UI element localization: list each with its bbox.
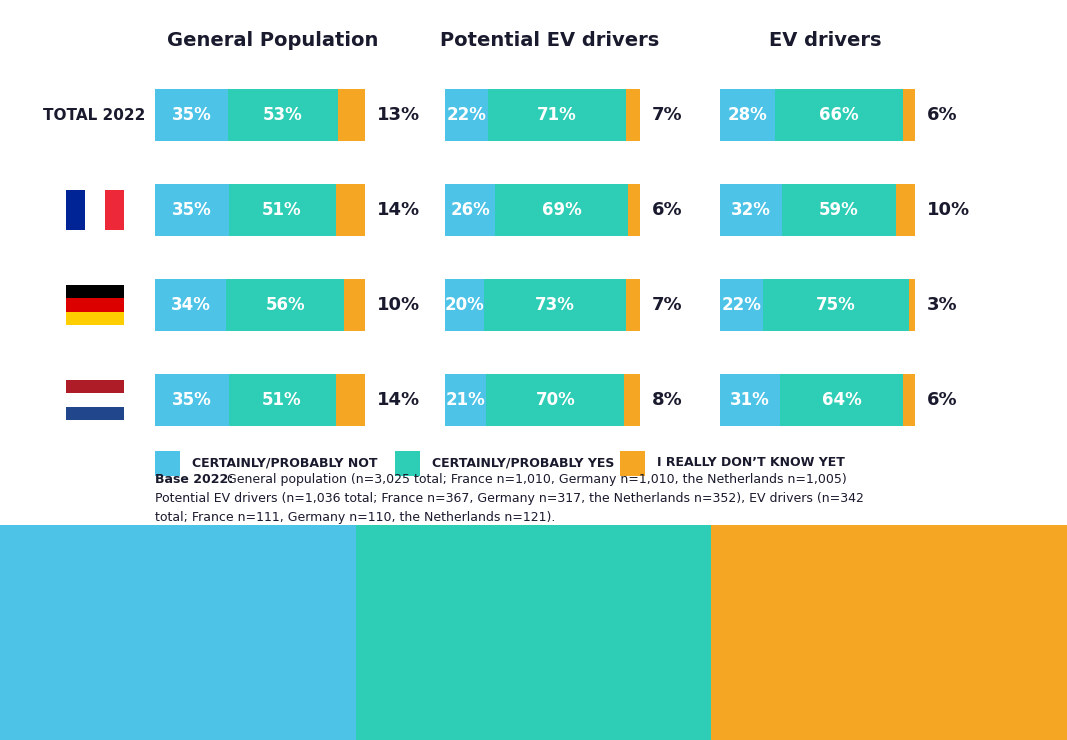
Text: 66%: 66%	[819, 106, 859, 124]
Text: CERTAINLY/PROBABLY YES: CERTAINLY/PROBABLY YES	[432, 457, 615, 469]
Bar	[228, 184, 336, 236]
Bar	[66, 394, 124, 407]
Text: 31%: 31%	[730, 391, 769, 409]
Text: TOTAL 2022: TOTAL 2022	[43, 107, 145, 123]
Bar	[775, 89, 904, 141]
Text: 64%: 64%	[822, 391, 861, 409]
Bar	[344, 279, 365, 331]
Bar	[895, 184, 915, 236]
Bar	[228, 374, 336, 426]
Text: General Population: General Population	[168, 30, 379, 50]
Text: I REALLY DON’T KNOW YET: I REALLY DON’T KNOW YET	[657, 457, 845, 469]
Text: 3%: 3%	[927, 296, 957, 314]
Bar	[712, 525, 1067, 740]
Bar	[484, 279, 626, 331]
Bar	[226, 279, 344, 331]
Bar	[763, 279, 909, 331]
Text: 7%: 7%	[652, 296, 683, 314]
Text: Potential EV drivers: Potential EV drivers	[441, 30, 659, 50]
Text: total; France n=111, Germany n=110, the Netherlands n=121).: total; France n=111, Germany n=110, the …	[155, 511, 556, 524]
Bar	[395, 451, 420, 476]
Text: 34%: 34%	[171, 296, 210, 314]
Text: 35%: 35%	[172, 201, 211, 219]
Bar	[0, 525, 355, 740]
Text: 28%: 28%	[728, 106, 767, 124]
Text: 21%: 21%	[446, 391, 485, 409]
Bar	[336, 184, 365, 236]
Text: 56%: 56%	[266, 296, 305, 314]
Text: 13%: 13%	[377, 106, 420, 124]
Bar	[155, 184, 228, 236]
Bar	[626, 279, 640, 331]
Text: 35%: 35%	[172, 106, 211, 124]
Text: 53%: 53%	[262, 106, 303, 124]
Text: 22%: 22%	[721, 296, 762, 314]
Bar	[620, 451, 644, 476]
Bar	[338, 89, 365, 141]
Text: 20%: 20%	[445, 296, 484, 314]
Bar	[155, 374, 228, 426]
Text: 10%: 10%	[927, 201, 970, 219]
Text: 14%: 14%	[377, 391, 420, 409]
Bar	[626, 89, 640, 141]
Text: 26%: 26%	[450, 201, 490, 219]
Bar	[336, 374, 365, 426]
Bar	[445, 89, 488, 141]
Bar	[495, 184, 628, 236]
Bar	[720, 279, 763, 331]
Bar	[628, 184, 640, 236]
Text: CERTAINLY/PROBABLY NOT: CERTAINLY/PROBABLY NOT	[192, 457, 378, 469]
Text: General population (n=3,025 total; France n=1,010, Germany n=1,010, the Netherla: General population (n=3,025 total; Franc…	[223, 473, 847, 486]
Text: Base 2022:: Base 2022:	[155, 473, 234, 486]
Text: 75%: 75%	[816, 296, 856, 314]
Bar	[488, 89, 626, 141]
Bar	[66, 312, 124, 325]
Bar	[227, 89, 338, 141]
Text: 6%: 6%	[927, 106, 957, 124]
Bar	[720, 374, 780, 426]
Bar	[780, 374, 904, 426]
Text: 8%: 8%	[652, 391, 683, 409]
Text: 51%: 51%	[262, 391, 302, 409]
Bar	[66, 190, 85, 230]
Bar	[904, 89, 915, 141]
Bar	[782, 184, 895, 236]
Bar	[155, 89, 227, 141]
Text: 22%: 22%	[446, 106, 487, 124]
Bar	[66, 407, 124, 420]
Text: 10%: 10%	[377, 296, 420, 314]
Text: 7%: 7%	[652, 106, 683, 124]
Bar	[85, 190, 105, 230]
Text: 51%: 51%	[262, 201, 302, 219]
Bar	[487, 374, 624, 426]
Text: 6%: 6%	[927, 391, 957, 409]
Bar	[66, 380, 124, 394]
Text: 35%: 35%	[172, 391, 211, 409]
Bar	[720, 184, 782, 236]
Bar	[355, 525, 712, 740]
Text: 70%: 70%	[536, 391, 575, 409]
Text: 14%: 14%	[377, 201, 420, 219]
Bar	[904, 374, 915, 426]
Bar	[105, 190, 124, 230]
Text: 32%: 32%	[731, 201, 770, 219]
Text: 73%: 73%	[536, 296, 575, 314]
Text: 69%: 69%	[542, 201, 582, 219]
Bar	[66, 285, 124, 298]
Bar	[720, 89, 775, 141]
Text: 59%: 59%	[818, 201, 859, 219]
Bar	[445, 184, 495, 236]
Bar	[66, 298, 124, 312]
Bar	[624, 374, 640, 426]
Bar	[445, 279, 484, 331]
Bar	[155, 451, 180, 476]
Text: EV drivers: EV drivers	[768, 30, 881, 50]
Bar	[909, 279, 915, 331]
Text: Potential EV drivers (n=1,036 total; France n=367, Germany n=317, the Netherland: Potential EV drivers (n=1,036 total; Fra…	[155, 492, 864, 505]
Bar	[445, 374, 487, 426]
Bar	[155, 279, 226, 331]
Text: 71%: 71%	[538, 106, 577, 124]
Text: 6%: 6%	[652, 201, 683, 219]
